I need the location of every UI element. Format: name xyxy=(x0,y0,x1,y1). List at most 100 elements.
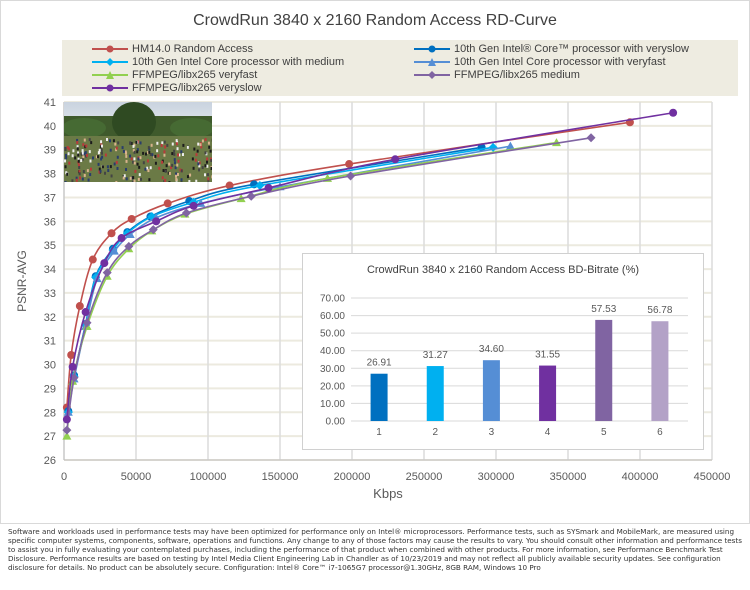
runner-dot xyxy=(85,144,88,148)
runner-dot xyxy=(198,164,201,168)
runner-dot xyxy=(78,176,81,180)
y-tick-label: 32 xyxy=(44,312,56,324)
bd-bitrate-inset-chart: CrowdRun 3840 x 2160 Random Access BD-Bi… xyxy=(302,253,704,450)
runner-dot xyxy=(204,173,207,177)
runner-dot xyxy=(77,153,80,157)
runner-dot xyxy=(142,161,145,165)
runner-dot xyxy=(129,154,132,158)
runner-dot xyxy=(88,138,91,142)
runner-dot xyxy=(89,167,92,171)
runner-dot xyxy=(130,157,133,161)
data-point xyxy=(62,431,72,440)
runner-dot xyxy=(125,167,128,171)
runner-dot xyxy=(175,139,178,143)
runner-dot xyxy=(165,164,168,168)
series-5 xyxy=(62,133,596,435)
runner-dot xyxy=(192,166,195,170)
runner-dot xyxy=(146,159,149,163)
runner-dot xyxy=(204,151,207,155)
runner-dot xyxy=(91,156,94,160)
runner-dot xyxy=(164,145,167,149)
runner-dot xyxy=(163,150,166,154)
chart-title: CrowdRun 3840 x 2160 Random Access RD-Cu… xyxy=(193,12,557,29)
runner-dot xyxy=(82,143,85,147)
runner-dot xyxy=(113,162,116,166)
runner-dot xyxy=(104,171,107,175)
runner-dot xyxy=(76,147,79,151)
runner-dot xyxy=(161,141,164,145)
runner-dot xyxy=(81,157,84,161)
legend-label: 10th Gen Intel Core processor with mediu… xyxy=(132,56,345,68)
bar xyxy=(595,319,613,421)
bar-category-label: 5 xyxy=(601,427,607,438)
y-tick-label: 30 xyxy=(44,360,56,372)
runner-dot xyxy=(64,181,67,182)
x-tick-label: 50000 xyxy=(121,471,152,483)
runner-dot xyxy=(115,146,118,150)
data-point xyxy=(345,160,354,169)
bar-y-tick-label: 70.00 xyxy=(320,294,345,305)
runner-dot xyxy=(142,151,145,155)
runner-dot xyxy=(129,176,132,180)
runner-dot xyxy=(78,170,81,174)
runner-dot xyxy=(144,167,147,171)
runner-dot xyxy=(133,157,136,161)
runner-dot xyxy=(90,141,93,145)
y-tick-label: 29 xyxy=(44,383,56,395)
runner-dot xyxy=(204,138,207,142)
bar-y-tick-label: 50.00 xyxy=(320,329,345,340)
bar-y-tick-label: 30.00 xyxy=(320,364,345,375)
runner-dot xyxy=(131,180,134,182)
chart-legend: HM14.0 Random Access 10th Gen Intel Core… xyxy=(62,40,738,96)
x-tick-label: 200000 xyxy=(334,471,371,483)
runner-dot xyxy=(138,165,141,169)
y-tick-label: 31 xyxy=(44,336,56,348)
runner-dot xyxy=(181,153,184,157)
runner-dot xyxy=(193,147,196,151)
runner-dot xyxy=(168,171,171,175)
legend-marker-circle-icon xyxy=(92,84,128,92)
runner-dot xyxy=(117,141,120,145)
runner-dot xyxy=(66,146,69,150)
y-tick-label: 33 xyxy=(44,288,56,300)
data-point xyxy=(124,241,134,251)
runner-dot xyxy=(134,169,137,173)
data-point xyxy=(62,425,72,435)
runner-dot xyxy=(161,176,164,180)
runner-dot xyxy=(132,144,135,148)
runner-dot xyxy=(83,173,86,177)
legend-marker-circle-icon xyxy=(414,45,450,53)
runner-dot xyxy=(197,142,200,146)
runner-dot xyxy=(182,143,185,147)
runner-dot xyxy=(83,152,86,156)
data-point xyxy=(81,308,90,317)
legend-item: 10th Gen Intel Core processor with mediu… xyxy=(92,56,344,68)
runner-dot xyxy=(196,149,199,153)
y-tick-label: 41 xyxy=(44,97,56,109)
y-tick-label: 39 xyxy=(44,145,56,157)
data-point xyxy=(586,133,596,143)
runner-dot xyxy=(86,153,89,157)
rd-series-lines xyxy=(62,108,678,440)
runner-dot xyxy=(64,148,67,152)
runner-dot xyxy=(125,151,128,155)
legend-marker-triangle-icon xyxy=(92,71,128,79)
runner-dot xyxy=(76,138,79,142)
legend-item: HM14.0 Random Access xyxy=(92,43,253,55)
runner-dot xyxy=(109,148,112,152)
x-tick-label: 450000 xyxy=(694,471,731,483)
y-tick-label: 35 xyxy=(44,240,56,252)
runner-dot xyxy=(81,151,84,155)
runner-dot xyxy=(139,177,142,181)
bar-category-label: 6 xyxy=(657,427,663,438)
runner-dot xyxy=(148,150,151,154)
runner-dot xyxy=(98,170,101,174)
runner-dot xyxy=(186,175,189,179)
runner-dot xyxy=(188,179,191,182)
x-tick-label: 100000 xyxy=(190,471,227,483)
runner-dot xyxy=(100,151,103,155)
data-point xyxy=(100,259,109,268)
y-tick-label: 40 xyxy=(44,121,56,133)
runner-dot xyxy=(136,150,139,154)
